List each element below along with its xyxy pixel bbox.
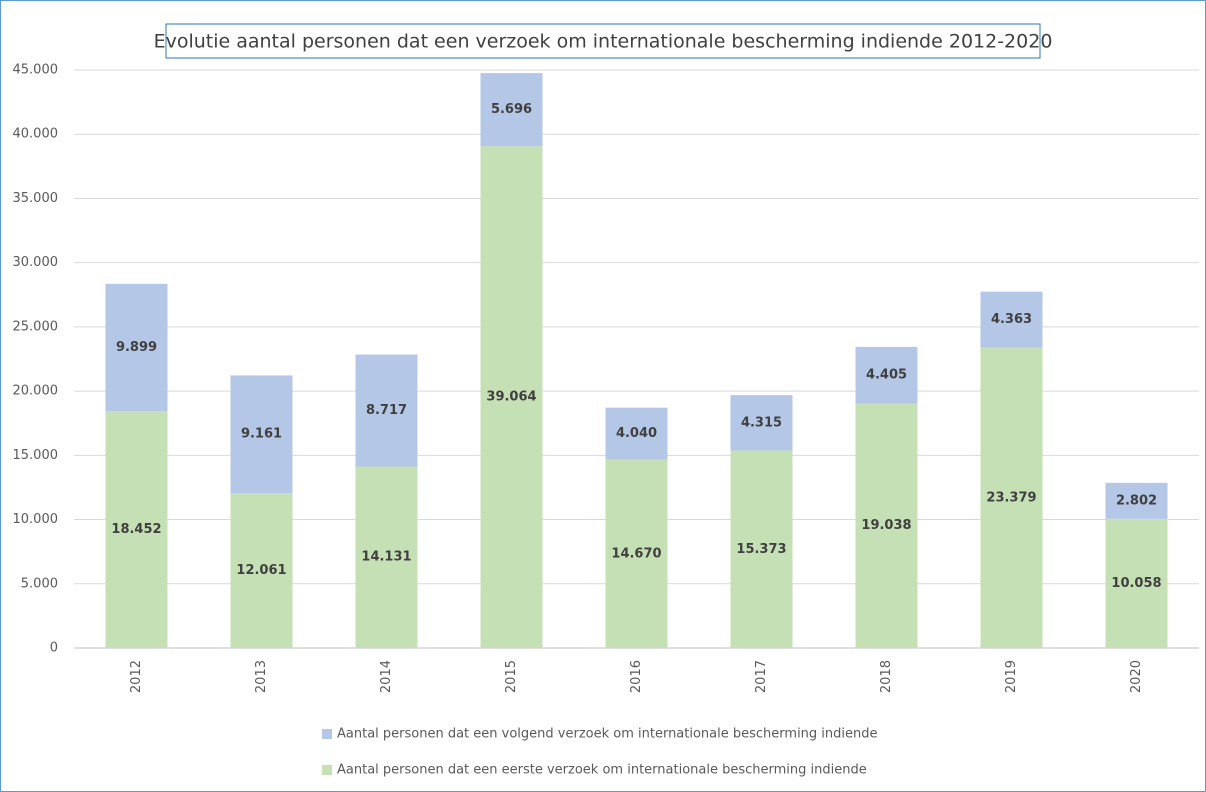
bar-segment bbox=[855, 403, 918, 648]
value-label: 18.452 bbox=[111, 522, 161, 537]
y-tick-label: 25.000 bbox=[13, 319, 59, 334]
y-tick-label: 35.000 bbox=[13, 191, 59, 206]
value-label: 10.058 bbox=[1111, 576, 1161, 591]
bar-segment bbox=[480, 146, 543, 648]
bar-segment bbox=[355, 354, 418, 467]
value-label: 19.038 bbox=[861, 518, 911, 533]
value-label: 39.064 bbox=[486, 390, 536, 405]
value-label: 8.717 bbox=[366, 403, 407, 418]
bar-segment bbox=[980, 347, 1043, 648]
x-tick-label: 2012 bbox=[129, 660, 144, 693]
bar-segment bbox=[1105, 518, 1168, 648]
y-tick-label: 40.000 bbox=[13, 127, 59, 142]
bar-segment bbox=[730, 450, 793, 648]
bar-segment bbox=[730, 395, 793, 451]
x-tick-label: 2016 bbox=[629, 660, 644, 693]
y-tick-label: 30.000 bbox=[13, 255, 59, 270]
bar-segment bbox=[105, 410, 168, 648]
value-label: 2.802 bbox=[1116, 493, 1157, 508]
title-box bbox=[165, 23, 1041, 59]
y-tick-label: 0 bbox=[50, 641, 58, 656]
legend-swatch bbox=[322, 765, 332, 775]
bar-segment bbox=[605, 459, 668, 648]
value-label: 14.670 bbox=[611, 546, 661, 561]
value-label: 4.315 bbox=[741, 415, 782, 430]
legend-label: Aantal personen dat een volgend verzoek … bbox=[337, 727, 878, 742]
value-label: 5.696 bbox=[491, 102, 532, 117]
x-tick-label: 2019 bbox=[1004, 660, 1019, 693]
y-tick-label: 10.000 bbox=[13, 512, 59, 527]
value-label: 4.405 bbox=[866, 368, 907, 383]
bar-segment bbox=[480, 73, 543, 147]
bar-segment bbox=[230, 375, 293, 494]
value-label: 4.363 bbox=[991, 312, 1032, 327]
value-label: 12.061 bbox=[236, 563, 286, 578]
x-tick-label: 2014 bbox=[379, 660, 394, 693]
value-label: 14.131 bbox=[361, 550, 411, 565]
x-tick-label: 2020 bbox=[1129, 660, 1144, 693]
x-tick-label: 2013 bbox=[254, 660, 269, 693]
x-tick-label: 2017 bbox=[754, 660, 769, 693]
value-label: 9.899 bbox=[116, 340, 157, 355]
value-label: 9.161 bbox=[241, 427, 282, 442]
legend-swatch bbox=[322, 729, 332, 739]
y-tick-label: 5.000 bbox=[21, 576, 58, 591]
y-tick-label: 15.000 bbox=[13, 448, 59, 463]
value-label: 4.040 bbox=[616, 426, 657, 441]
chart-title: Evolutie aantal personen dat een verzoek… bbox=[154, 31, 1053, 53]
bar-segment bbox=[1105, 482, 1168, 519]
y-tick-label: 45.000 bbox=[13, 63, 59, 78]
x-tick-label: 2018 bbox=[879, 660, 894, 693]
x-tick-label: 2015 bbox=[504, 660, 519, 693]
bar-segment bbox=[855, 346, 918, 404]
y-tick-label: 20.000 bbox=[13, 384, 59, 399]
bar-segment bbox=[355, 466, 418, 648]
value-label: 15.373 bbox=[736, 542, 786, 557]
value-label: 23.379 bbox=[986, 490, 1036, 505]
bar-segment bbox=[230, 493, 293, 648]
bar-segment bbox=[605, 407, 668, 460]
legend-label: Aantal personen dat een eerste verzoek o… bbox=[337, 763, 867, 778]
bar-segment bbox=[980, 291, 1043, 348]
bar-segment bbox=[105, 283, 168, 411]
